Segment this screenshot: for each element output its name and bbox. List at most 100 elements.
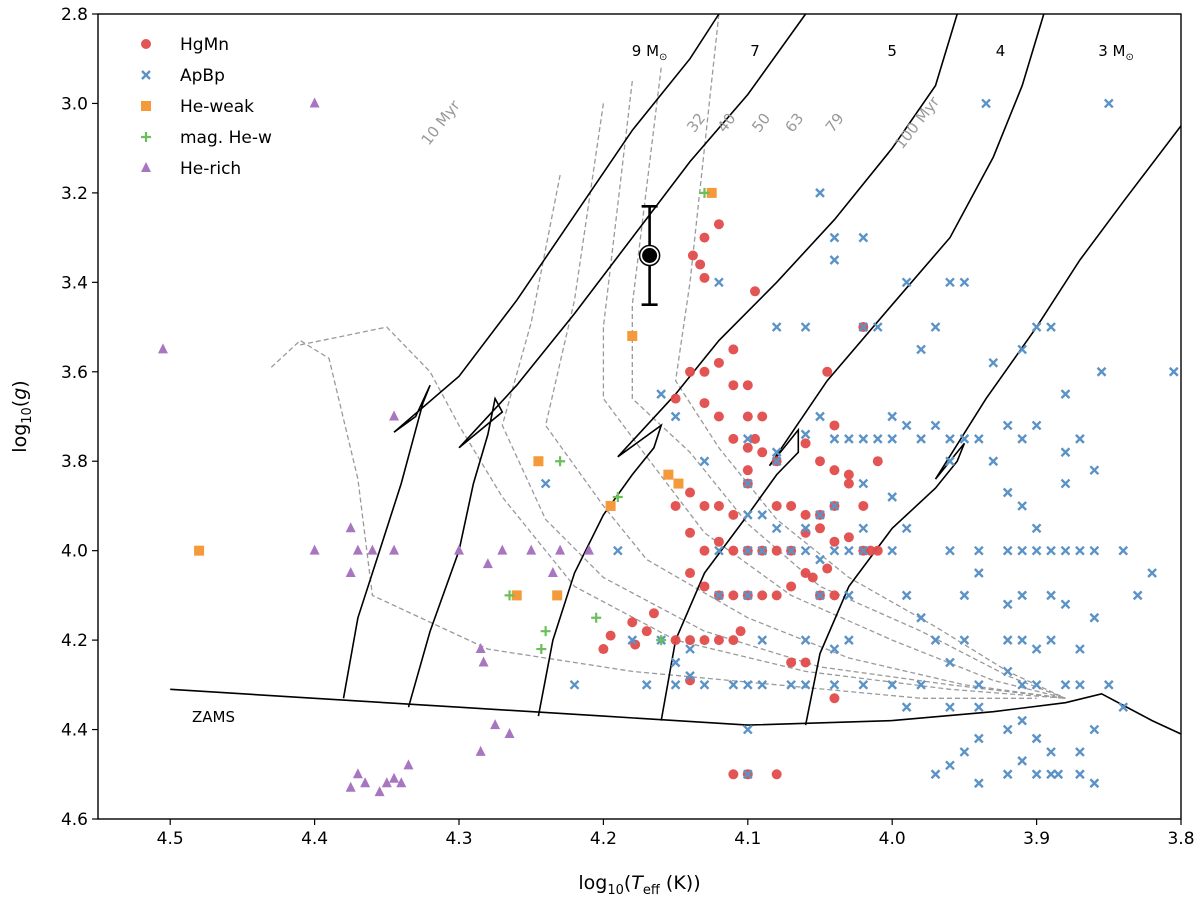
apbp-point-85 <box>1076 547 1084 555</box>
apbp-point-21 <box>982 99 990 107</box>
apbp-point-9 <box>903 278 911 286</box>
hgmn-point-18 <box>743 443 753 453</box>
hgmn-point-9 <box>699 367 709 377</box>
apbp-point-88 <box>1148 569 1156 577</box>
hgmn-point-8 <box>685 367 695 377</box>
apbp-point-3 <box>859 234 867 242</box>
track-3-msun <box>806 126 1181 725</box>
apbp-point-19 <box>1098 368 1106 376</box>
he-rich-point-8 <box>454 545 464 555</box>
hgmn-point-72 <box>649 608 659 618</box>
he-weak-point-0 <box>194 546 204 556</box>
isochrone-label-4: 63 <box>781 110 807 136</box>
apbp-point-89 <box>1134 591 1142 599</box>
chart-root: 9 M⊙ 7 5 4 3 M⊙ 10 Myr 32 40 50 63 79 100 Myr ZAMS 4… <box>0 0 1200 896</box>
apbp-point-64 <box>1061 480 1069 488</box>
track-9-msun <box>344 14 719 698</box>
hgmn-point-2 <box>688 251 698 261</box>
apbp-point-48 <box>989 457 997 465</box>
hgmn-point-76 <box>598 644 608 654</box>
he-weak-point-5 <box>673 479 683 489</box>
apbp-point-152 <box>960 748 968 756</box>
hgmn-point-66 <box>786 581 796 591</box>
he-rich-point-10 <box>526 545 536 555</box>
apbp-point-146 <box>1018 717 1026 725</box>
apbp-point-35 <box>932 421 940 429</box>
hgmn-point-14 <box>714 412 724 422</box>
apbp-point-60 <box>903 524 911 532</box>
apbp-point-72 <box>802 547 810 555</box>
hgmn-point-33 <box>699 501 709 511</box>
apbp-point-63 <box>1033 524 1041 532</box>
apbp-point-67 <box>614 547 622 555</box>
y-tick-label-7: 4.2 <box>61 631 88 651</box>
apbp-point-20 <box>1170 368 1178 376</box>
data-points-layer <box>158 97 1178 796</box>
mag-he-w-point-6 <box>591 613 601 623</box>
apbp-point-125 <box>830 681 838 689</box>
x-tick-label-3: 4.2 <box>590 829 617 849</box>
hgmn-point-53 <box>815 523 825 533</box>
legend-marker-4 <box>141 162 151 172</box>
hgmn-point-42 <box>844 479 854 489</box>
apbp-point-29 <box>859 435 867 443</box>
hgmn-point-84 <box>786 657 796 667</box>
hgmn-point-10 <box>728 380 738 390</box>
apbp-point-34 <box>917 435 925 443</box>
apbp-point-36 <box>946 435 954 443</box>
y-axis-title: log10(g) <box>9 380 35 452</box>
apbp-point-77 <box>888 547 896 555</box>
apbp-point-158 <box>1090 779 1098 787</box>
hgmn-point-81 <box>714 635 724 645</box>
hgmn-point-80 <box>699 635 709 645</box>
apbp-point-91 <box>960 591 968 599</box>
apbp-point-81 <box>1018 547 1026 555</box>
track-label-7: 7 <box>750 42 760 60</box>
isochrone-4 <box>603 81 1065 698</box>
he-rich-point-5 <box>367 545 377 555</box>
isochrone-0 <box>271 341 1036 699</box>
hgmn-point-44 <box>685 528 695 538</box>
hgmn-point-64 <box>757 590 767 600</box>
apbp-point-2 <box>830 256 838 264</box>
track-label-5: 5 <box>887 42 897 60</box>
hgmn-point-82 <box>728 635 738 645</box>
hgmn-point-11 <box>743 380 753 390</box>
hgmn-point-13 <box>699 398 709 408</box>
isochrone-label-3: 50 <box>748 110 774 136</box>
apbp-point-151 <box>975 735 983 743</box>
target-star-marker <box>642 248 657 263</box>
he-weak-point-3 <box>627 331 637 341</box>
apbp-point-134 <box>1061 681 1069 689</box>
apbp-point-123 <box>787 681 795 689</box>
he-rich-point-26 <box>403 759 413 769</box>
apbp-point-145 <box>1004 726 1012 734</box>
y-tick-label-5: 3.8 <box>61 452 88 472</box>
apbp-point-112 <box>1004 636 1012 644</box>
apbp-point-131 <box>1004 667 1012 675</box>
apbp-point-33 <box>903 421 911 429</box>
apbp-point-162 <box>1004 770 1012 778</box>
y-tick-label-4: 3.6 <box>61 363 88 383</box>
y-tick-label-9: 4.6 <box>61 810 88 830</box>
hgmn-point-12 <box>671 394 681 404</box>
hgmn-point-55 <box>844 532 854 542</box>
apbp-point-73 <box>816 556 824 564</box>
apbp-point-108 <box>802 636 810 644</box>
he-rich-point-17 <box>479 656 489 666</box>
apbp-point-96 <box>845 591 853 599</box>
he-weak-point-1 <box>533 456 543 466</box>
isochrone-layer <box>271 14 1065 698</box>
he-rich-point-27 <box>375 786 385 796</box>
apbp-point-46 <box>888 493 896 501</box>
apbp-point-8 <box>874 323 882 331</box>
apbp-point-143 <box>946 703 954 711</box>
apbp-point-136 <box>1105 681 1113 689</box>
hgmn-point-75 <box>627 617 637 627</box>
apbp-point-92 <box>1004 600 1012 608</box>
apbp-point-50 <box>672 413 680 421</box>
hgmn-point-24 <box>815 456 825 466</box>
he-rich-point-3 <box>346 522 356 532</box>
hgmn-point-88 <box>728 769 738 779</box>
hgmn-point-86 <box>829 693 839 703</box>
